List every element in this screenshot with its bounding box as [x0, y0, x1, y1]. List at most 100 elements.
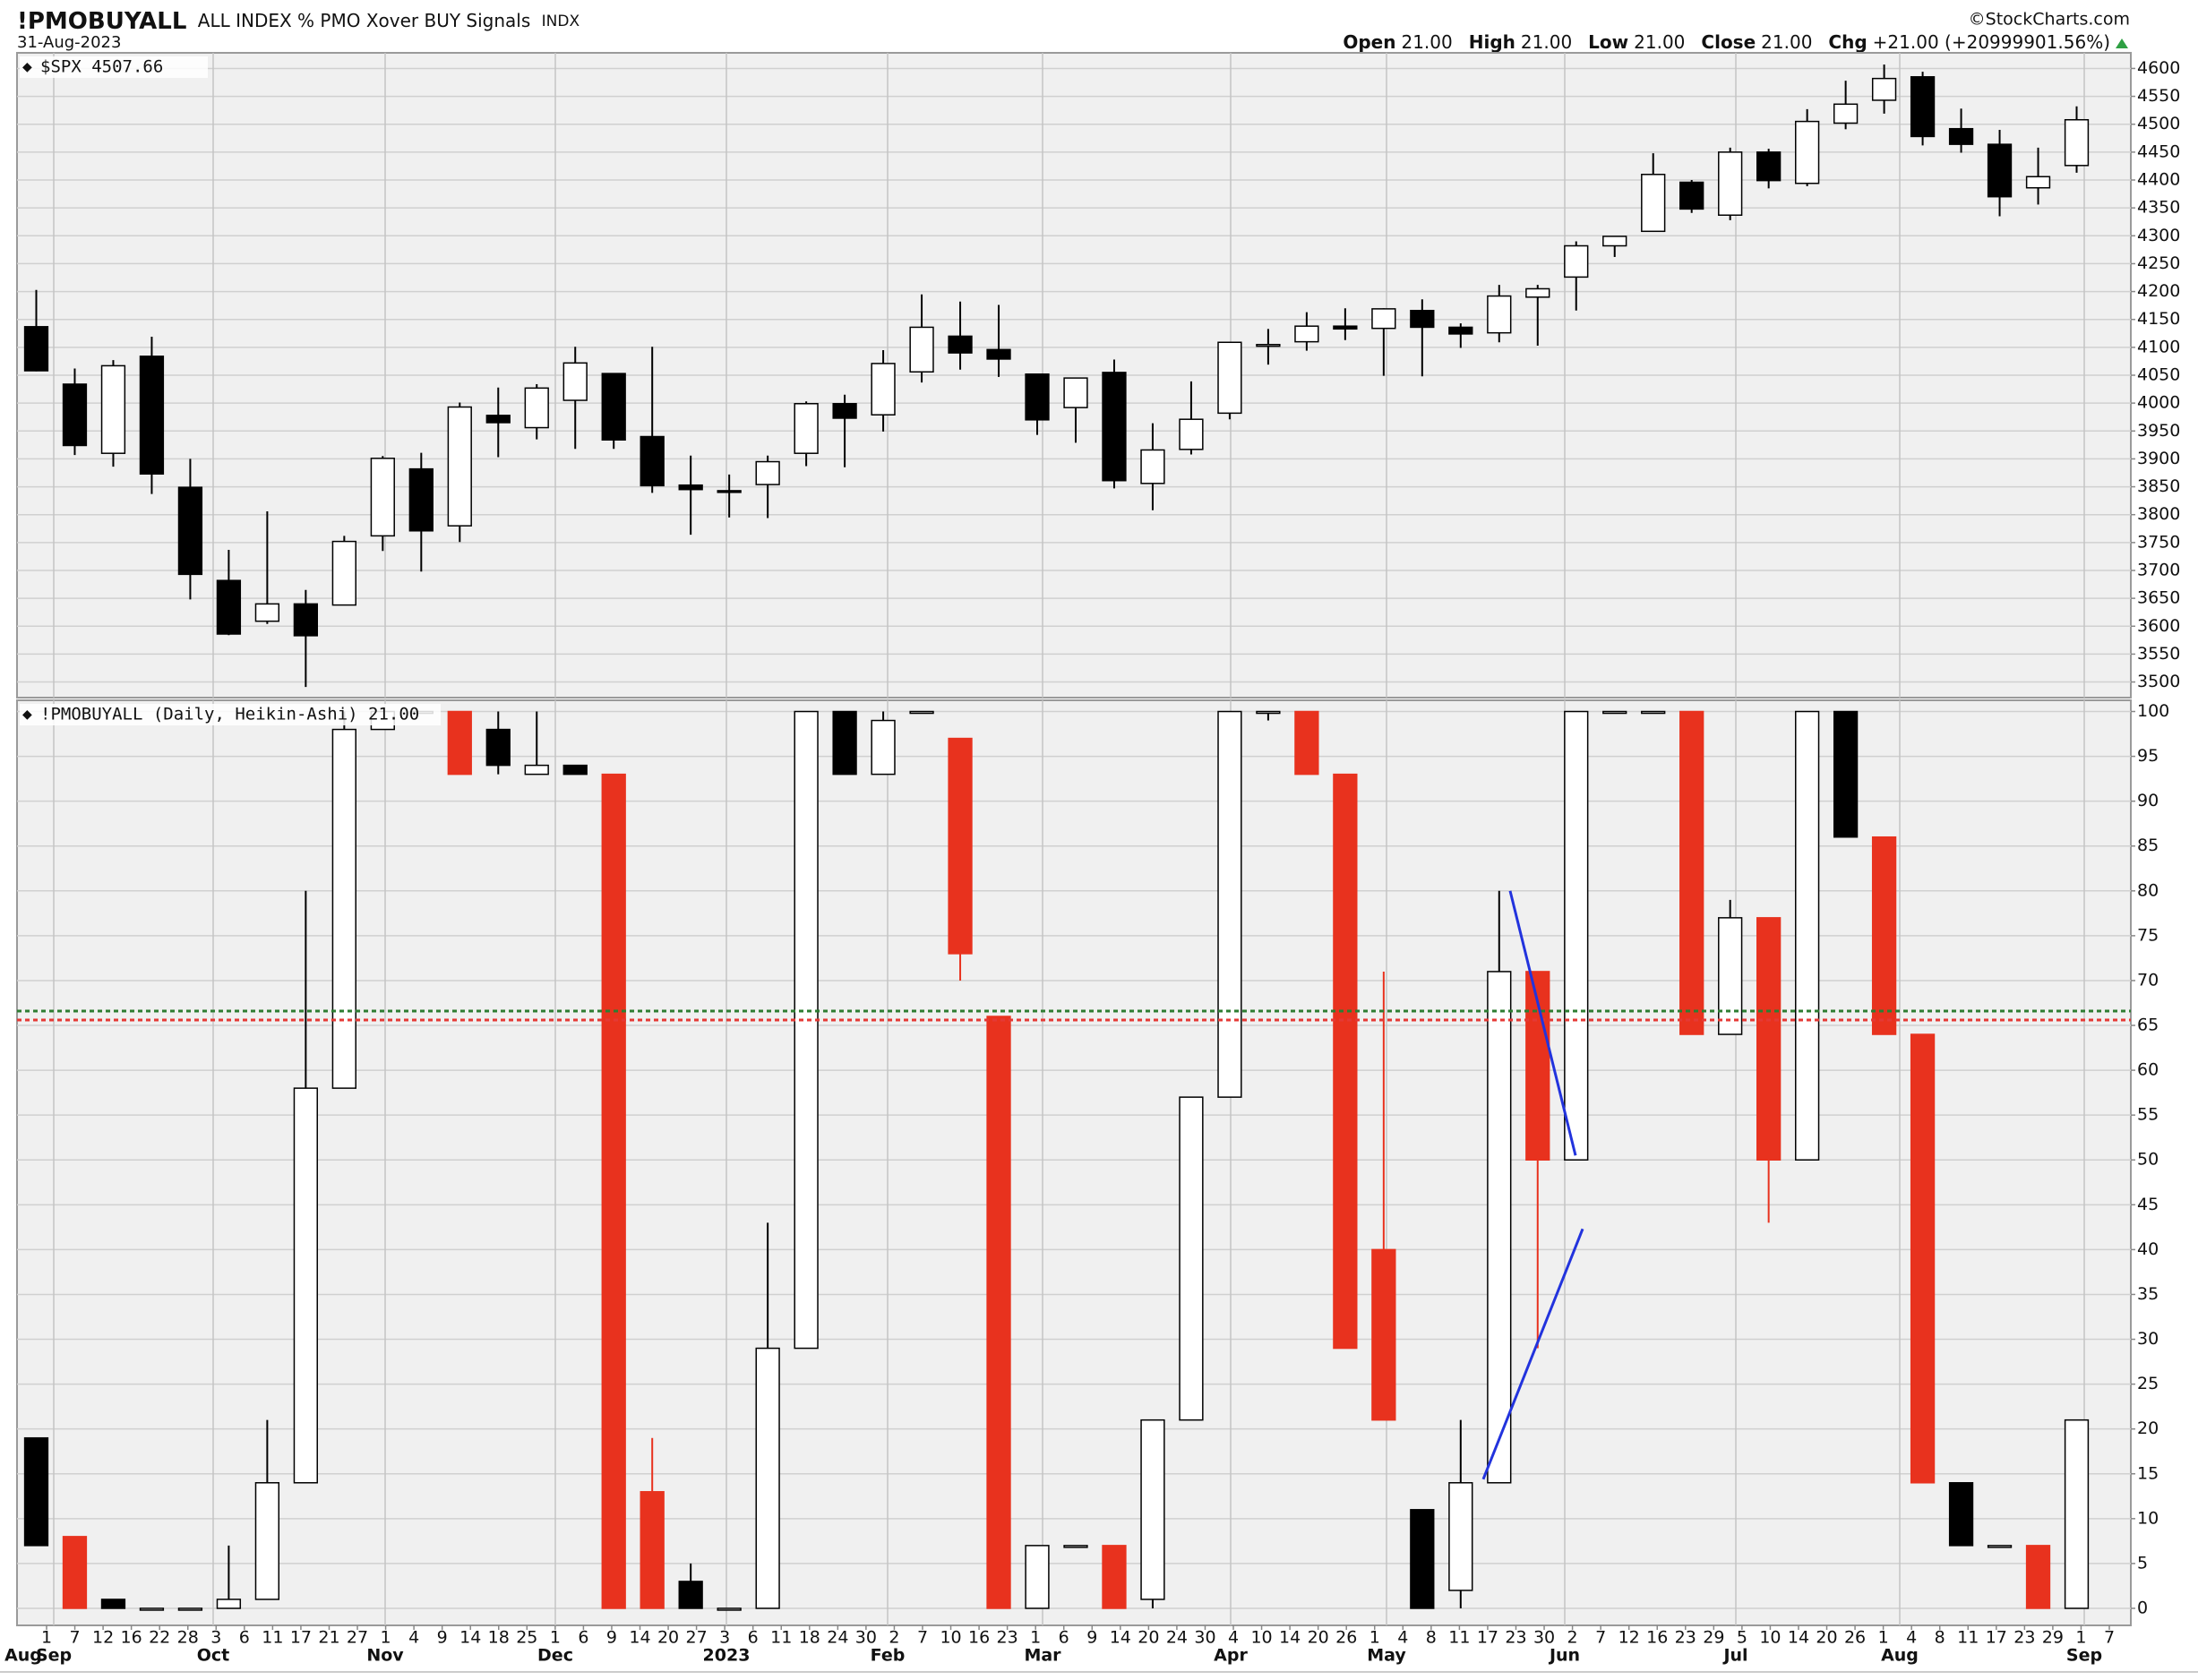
ha-body	[678, 1581, 703, 1609]
x-tick-label: 2	[889, 1628, 899, 1648]
x-tick-label: 16	[1646, 1628, 1668, 1648]
ha-body	[909, 710, 934, 715]
x-tick-label: 23	[1505, 1628, 1526, 1648]
x-tick-label: 7	[70, 1628, 81, 1648]
y-tick-label: 4150	[2137, 309, 2180, 329]
candle-body	[1256, 343, 1281, 347]
x-tick-label: 22	[149, 1628, 170, 1648]
ha-body	[1564, 710, 1589, 1161]
y-tick-label: 10	[2137, 1508, 2159, 1528]
x-tick-label: 10	[1250, 1628, 1272, 1648]
candle-body	[447, 406, 472, 527]
candle-body	[1987, 143, 2013, 198]
y-tick-label: 4400	[2137, 170, 2180, 190]
x-tick-label: 29	[2042, 1628, 2064, 1648]
y-tick-label: 3800	[2137, 504, 2180, 524]
ha-body	[1025, 1545, 1050, 1609]
ha-body	[1987, 1545, 2013, 1548]
x-tick-label: 9	[437, 1628, 448, 1648]
x-tick-label: 5	[1737, 1628, 1747, 1648]
candle-body	[1910, 76, 1936, 138]
candle-body	[485, 415, 511, 424]
x-tick-label: 1	[41, 1628, 52, 1648]
x-tick-label: 11	[1448, 1628, 1470, 1648]
x-tick-label: 23	[997, 1628, 1018, 1648]
y-tick-label: 3700	[2137, 560, 2180, 579]
y-tick-label: 3750	[2137, 532, 2180, 552]
candle-body	[62, 383, 88, 447]
ha-body	[640, 1491, 665, 1609]
date: 31-Aug-2023	[17, 33, 121, 52]
x-month-label: Apr	[1214, 1646, 1248, 1666]
x-tick-label: 20	[1816, 1628, 1837, 1648]
candle-body	[2064, 118, 2090, 167]
ha-body	[1910, 1033, 1936, 1484]
candle-body	[948, 335, 973, 354]
y-tick-label: 70	[2137, 970, 2159, 990]
x-month-label: Jul	[1721, 1646, 1747, 1666]
ha-body	[1410, 1509, 1435, 1609]
ha-body	[1063, 1545, 1088, 1548]
y-tick-label: 3650	[2137, 588, 2180, 608]
candle-body	[100, 364, 126, 454]
quote-label: Low	[1588, 31, 1628, 53]
y-tick-label: 20	[2137, 1419, 2159, 1438]
source: ©StockCharts.com	[1969, 10, 2130, 30]
candle-body	[1756, 151, 1782, 182]
panel-label-bg	[20, 704, 441, 725]
ha-body	[1294, 710, 1319, 776]
x-tick-label: 6	[239, 1628, 250, 1648]
y-tick-label: 5	[2137, 1553, 2148, 1573]
candle-body	[1833, 103, 1859, 124]
x-tick-label: 30	[1194, 1628, 1215, 1648]
x-tick-label: 6	[578, 1628, 588, 1648]
panel-background	[16, 699, 2132, 1626]
ha-body	[254, 1482, 280, 1600]
y-tick-label: 65	[2137, 1016, 2159, 1035]
candle-body	[1525, 287, 1550, 298]
candle-body	[370, 458, 395, 537]
x-tick-label: 1	[2075, 1628, 2086, 1648]
x-tick-label: 1	[1030, 1628, 1041, 1648]
y-tick-label: 4450	[2137, 141, 2180, 161]
x-tick-label: 26	[1844, 1628, 1866, 1648]
candle-body	[23, 326, 49, 372]
candle-body	[562, 362, 588, 401]
header-line: !PMOBUYALL ALL INDEX % PMO Xover BUY Sig…	[17, 8, 580, 35]
panel-title: !PMOBUYALL (Daily, Heikin-Ashi) 21.00	[40, 705, 419, 724]
x-month-label: Nov	[366, 1646, 404, 1666]
x-tick-label: 6	[748, 1628, 759, 1648]
x-tick-label: 16	[968, 1628, 990, 1648]
trend-line	[1508, 890, 1577, 1156]
x-tick-label: 20	[1308, 1628, 1329, 1648]
y-tick-label: 4000	[2137, 393, 2180, 413]
ha-body	[177, 1607, 203, 1611]
candle-body	[871, 363, 896, 416]
ha-body	[23, 1436, 49, 1547]
quote-line: Open 21.00 High 21.00 Low 21.00 Close 21.00 Chg +…	[1343, 31, 2110, 53]
candle-body	[177, 486, 203, 576]
ha-body	[524, 764, 549, 776]
x-tick-label: 7	[2104, 1628, 2115, 1648]
candle-body	[986, 348, 1011, 360]
ha-body	[794, 710, 819, 1350]
ha-body	[948, 737, 973, 955]
ha-body	[2025, 1545, 2051, 1609]
x-tick-label: 1	[1878, 1628, 1889, 1648]
x-tick-label: 9	[1086, 1628, 1097, 1648]
candle-body	[1217, 341, 1242, 415]
candle-body	[1333, 325, 1358, 330]
x-tick-label: 11	[262, 1628, 283, 1648]
y-tick-label: 50	[2137, 1150, 2159, 1170]
ha-body	[216, 1599, 242, 1609]
y-tick-label: 90	[2137, 791, 2159, 810]
y-tick-label: 35	[2137, 1284, 2159, 1304]
y-tick-label: 0	[2137, 1598, 2148, 1617]
x-month-label: May	[1367, 1646, 1406, 1666]
ha-body	[1948, 1482, 1974, 1547]
ha-body	[832, 710, 857, 776]
x-month-label: 2023	[703, 1646, 751, 1666]
description: ALL INDEX % PMO Xover BUY Signals	[198, 10, 531, 31]
panel-title: $SPX 4507.66	[40, 57, 163, 77]
x-tick-label: 2	[1567, 1628, 1578, 1648]
